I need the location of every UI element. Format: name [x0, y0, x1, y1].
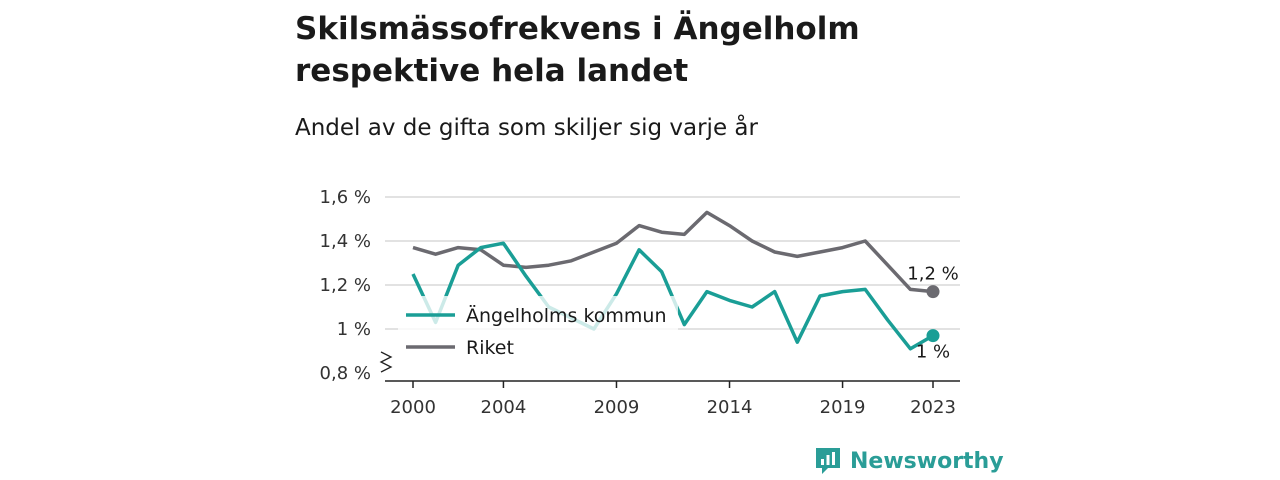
x-tick-label: 2004 — [481, 397, 527, 418]
x-tick-label: 2023 — [910, 397, 956, 418]
y-tick-label: 0,8 % — [320, 363, 371, 384]
bar-chart-icon — [816, 448, 840, 474]
end-labels: 1 % 1,2 % — [907, 264, 958, 363]
legend-label: Riket — [466, 337, 514, 359]
x-tick-label: 2019 — [820, 397, 866, 418]
y-tick-label: 1 % — [337, 319, 371, 340]
brand-name: Newsworthy — [850, 448, 1004, 474]
y-tick-label: 1,2 % — [320, 275, 371, 296]
chart-subtitle: Andel av de gifta som skiljer sig varje … — [295, 115, 758, 141]
y-tick-label: 1,6 % — [320, 187, 371, 208]
end-label: 1 % — [916, 342, 950, 363]
end-label: 1,2 % — [907, 264, 958, 285]
end-point — [926, 329, 940, 343]
x-tick-labels: 2000 2004 2009 2014 2019 2023 — [390, 381, 956, 418]
end-point — [926, 285, 940, 299]
y-tick-labels: 0,8 % 1 % 1,2 % 1,4 % 1,6 % — [320, 187, 371, 384]
x-tick-label: 2014 — [707, 397, 753, 418]
x-tick-label: 2009 — [594, 397, 640, 418]
y-tick-label: 1,4 % — [320, 231, 371, 252]
newsworthy-logo: Newsworthy — [814, 446, 1004, 476]
legend-background — [398, 296, 678, 364]
series-line-riket — [412, 210, 934, 294]
axes — [379, 351, 960, 382]
legend-label: Ängelholms kommun — [466, 304, 667, 327]
chart-title: Skilsmässofrekvens i Ängelholm respektiv… — [295, 11, 860, 89]
x-tick-label: 2000 — [390, 397, 436, 418]
legend: Ängelholms kommun Riket — [398, 296, 678, 364]
y-axis-break-icon — [379, 351, 393, 373]
